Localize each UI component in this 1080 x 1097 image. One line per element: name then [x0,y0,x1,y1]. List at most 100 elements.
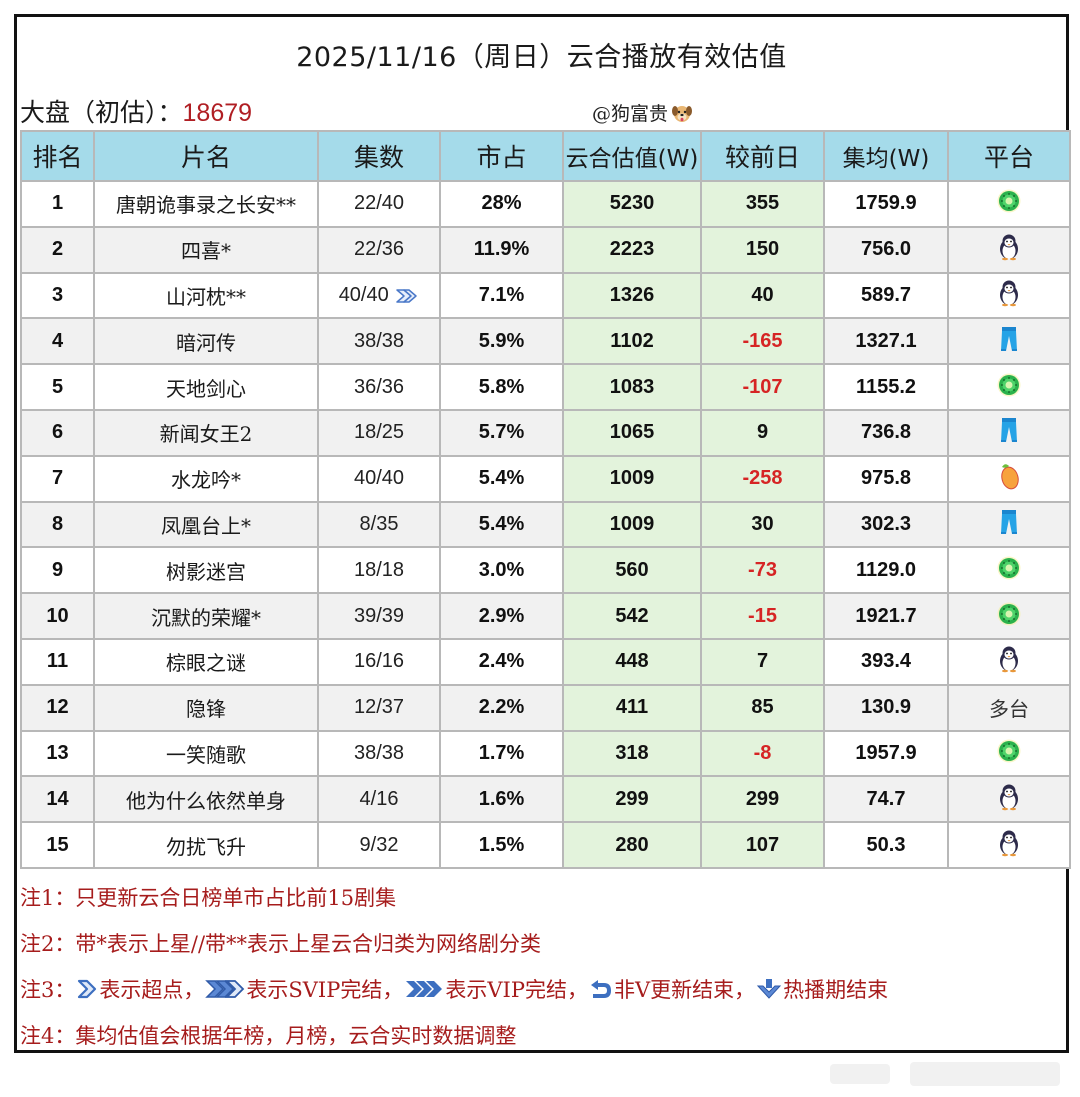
delta-cell: 30 [700,500,825,549]
value-cell: 2223 [562,225,702,274]
kiwi-icon [997,602,1021,626]
platform-cell [947,637,1071,686]
note-text: 热播期结束 [783,978,889,1002]
avg-cell: 50.3 [823,821,949,869]
value-cell: 1065 [562,408,702,457]
kiwi-icon [997,373,1021,397]
title-cell: 棕眼之谜 [93,637,319,686]
note-text: 非V更新结束， [613,978,756,1002]
episodes-cell: 38/38 [317,729,441,778]
col-header-value: 云合估值(W) [562,130,702,182]
title-cell: 天地剑心 [93,363,319,411]
penguin-icon [1000,234,1018,261]
table-row: 5 天地剑心 36/36 5.8% 1083 -107 1155.2 [20,363,1071,411]
value-cell: 280 [562,821,702,869]
platform-cell [947,454,1071,503]
mango-icon [1001,464,1019,490]
value-cell: 1009 [562,500,702,549]
share-cell: 28% [439,180,564,228]
market-summary: 大盘（初估）：18679 [20,93,252,129]
title-cell: 凤凰台上* [93,500,319,549]
episodes-value: 4/16 [359,787,399,810]
ranking-card: 2025/11/16（周日）云合播放有效估值 大盘（初估）：18679 @狗富贵… [14,14,1071,1053]
platform-cell: 多台 [947,683,1071,732]
single-chevron-icon [78,979,97,999]
table-row: 4 暗河传 38/38 5.9% 1102 -165 1327.1 [20,317,1071,366]
avg-cell: 736.8 [823,408,949,457]
platform-cell [947,271,1071,320]
avg-cell: 74.7 [823,775,949,824]
delta-cell: -15 [700,592,825,640]
delta-cell: 107 [700,821,825,869]
episodes-value: 36/36 [353,375,405,398]
delta-cell: -8 [700,729,825,778]
episodes-cell: 38/38 [317,317,441,366]
episodes-cell: 39/39 [317,592,441,640]
episodes-cell: 18/18 [317,546,441,595]
return-arrow-icon [590,980,611,998]
platform-cell [947,180,1071,228]
platform-cell [947,546,1071,595]
share-cell: 5.8% [439,363,564,411]
delta-cell: -165 [700,317,825,366]
delta-cell: 85 [700,683,825,732]
value-cell: 1102 [562,317,702,366]
share-cell: 5.4% [439,500,564,549]
episodes-value: 18/18 [353,558,405,581]
delta-cell: -73 [700,546,825,595]
delta-cell: 7 [700,637,825,686]
episodes-value: 40/40 [353,467,405,490]
share-cell: 11.9% [439,225,564,274]
share-cell: 7.1% [439,271,564,320]
share-cell: 5.7% [439,408,564,457]
rank-cell: 2 [20,225,95,274]
delta-cell: 355 [700,180,825,228]
rank-cell: 1 [20,180,95,228]
share-cell: 2.4% [439,637,564,686]
table-row: 13 一笑随歌 38/38 1.7% 318 -8 1957.9 [20,729,1071,778]
table-row: 6 新闻女王2 18/25 5.7% 1065 9 736.8 [20,408,1071,457]
avg-cell: 393.4 [823,637,949,686]
author-credit: @狗富贵 [592,99,693,126]
value-cell: 318 [562,729,702,778]
rank-cell: 12 [20,683,95,732]
episodes-cell: 16/16 [317,637,441,686]
value-cell: 1009 [562,454,702,503]
table-row: 15 勿扰飞升 9/32 1.5% 280 107 50.3 [20,821,1071,869]
platform-cell [947,363,1071,411]
platform-cell [947,775,1071,824]
rank-cell: 11 [20,637,95,686]
dog-face-icon [672,105,693,122]
table-row: 3 山河枕** 40/40 7.1% 1326 40 589.7 [20,271,1071,320]
summary-value: 18679 [182,99,253,127]
share-cell: 5.9% [439,317,564,366]
delta-cell: 150 [700,225,825,274]
delta-cell: -258 [700,454,825,503]
ranking-table: 排名 片名 集数 市占 云合估值(W) 较前日 集均(W) 平台 1 唐朝诡事录之… [20,130,1071,869]
author-handle: @狗富贵 [592,103,669,125]
note-2: 注2： 带*表示上星//带**表示上星云合归类为网络剧分类 [20,920,1069,966]
table-row: 14 他为什么依然单身 4/16 1.6% 299 299 74.7 [20,775,1071,824]
avg-cell: 1129.0 [823,546,949,595]
rank-cell: 6 [20,408,95,457]
kiwi-icon [997,189,1021,213]
note-label: 注3： [20,978,76,1002]
episodes-value: 9/32 [359,833,399,856]
delta-cell: -107 [700,363,825,411]
value-cell: 1083 [562,363,702,411]
episodes-cell: 40/40 [317,454,441,503]
title-cell: 勿扰飞升 [93,821,319,869]
episodes-value: 16/16 [353,650,405,673]
note-label: 注2： [20,932,76,956]
episodes-cell: 40/40 [317,271,441,320]
share-cell: 1.6% [439,775,564,824]
note-4: 注4： 集均估值会根据年榜，月榜，云合实时数据调整 [20,1012,1069,1058]
rank-cell: 13 [20,729,95,778]
note-text: 带*表示上星//带**表示上星云合归类为网络剧分类 [75,932,542,956]
episodes-cell: 8/35 [317,500,441,549]
table-row: 10 沉默的荣耀* 39/39 2.9% 542 -15 1921.7 [20,592,1071,640]
table-row: 12 隐锋 12/37 2.2% 411 85 130.9 多台 [20,683,1071,732]
platform-cell [947,500,1071,549]
title-cell: 唐朝诡事录之长安** [93,180,319,228]
platform-cell [947,821,1071,869]
